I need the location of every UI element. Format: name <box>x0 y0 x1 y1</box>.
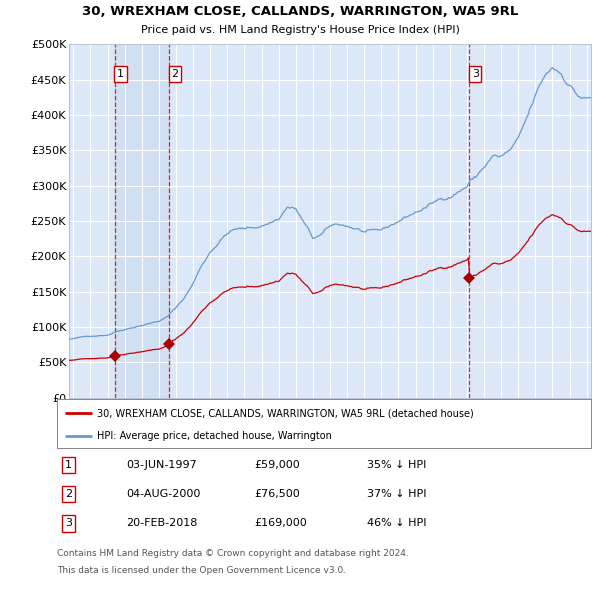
Text: 35% ↓ HPI: 35% ↓ HPI <box>367 460 426 470</box>
Text: 30, WREXHAM CLOSE, CALLANDS, WARRINGTON, WA5 9RL (detached house): 30, WREXHAM CLOSE, CALLANDS, WARRINGTON,… <box>97 408 474 418</box>
Text: 20-FEB-2018: 20-FEB-2018 <box>127 519 198 529</box>
Text: 2: 2 <box>65 489 72 499</box>
Text: 37% ↓ HPI: 37% ↓ HPI <box>367 489 426 499</box>
Bar <box>115 44 169 398</box>
Text: 3: 3 <box>65 519 72 529</box>
Text: Contains HM Land Registry data © Crown copyright and database right 2024.: Contains HM Land Registry data © Crown c… <box>57 549 409 558</box>
Text: This data is licensed under the Open Government Licence v3.0.: This data is licensed under the Open Gov… <box>57 566 346 575</box>
Text: 46% ↓ HPI: 46% ↓ HPI <box>367 519 426 529</box>
Text: 04-AUG-2000: 04-AUG-2000 <box>127 489 201 499</box>
Text: £59,000: £59,000 <box>254 460 301 470</box>
Text: 30, WREXHAM CLOSE, CALLANDS, WARRINGTON, WA5 9RL: 30, WREXHAM CLOSE, CALLANDS, WARRINGTON,… <box>82 5 518 18</box>
Text: 2: 2 <box>172 69 179 79</box>
Text: HPI: Average price, detached house, Warrington: HPI: Average price, detached house, Warr… <box>97 431 332 441</box>
Text: Price paid vs. HM Land Registry's House Price Index (HPI): Price paid vs. HM Land Registry's House … <box>140 25 460 35</box>
Text: £76,500: £76,500 <box>254 489 301 499</box>
Text: 03-JUN-1997: 03-JUN-1997 <box>127 460 197 470</box>
Text: 3: 3 <box>472 69 479 79</box>
Text: 1: 1 <box>117 69 124 79</box>
Text: £169,000: £169,000 <box>254 519 307 529</box>
Text: 1: 1 <box>65 460 72 470</box>
